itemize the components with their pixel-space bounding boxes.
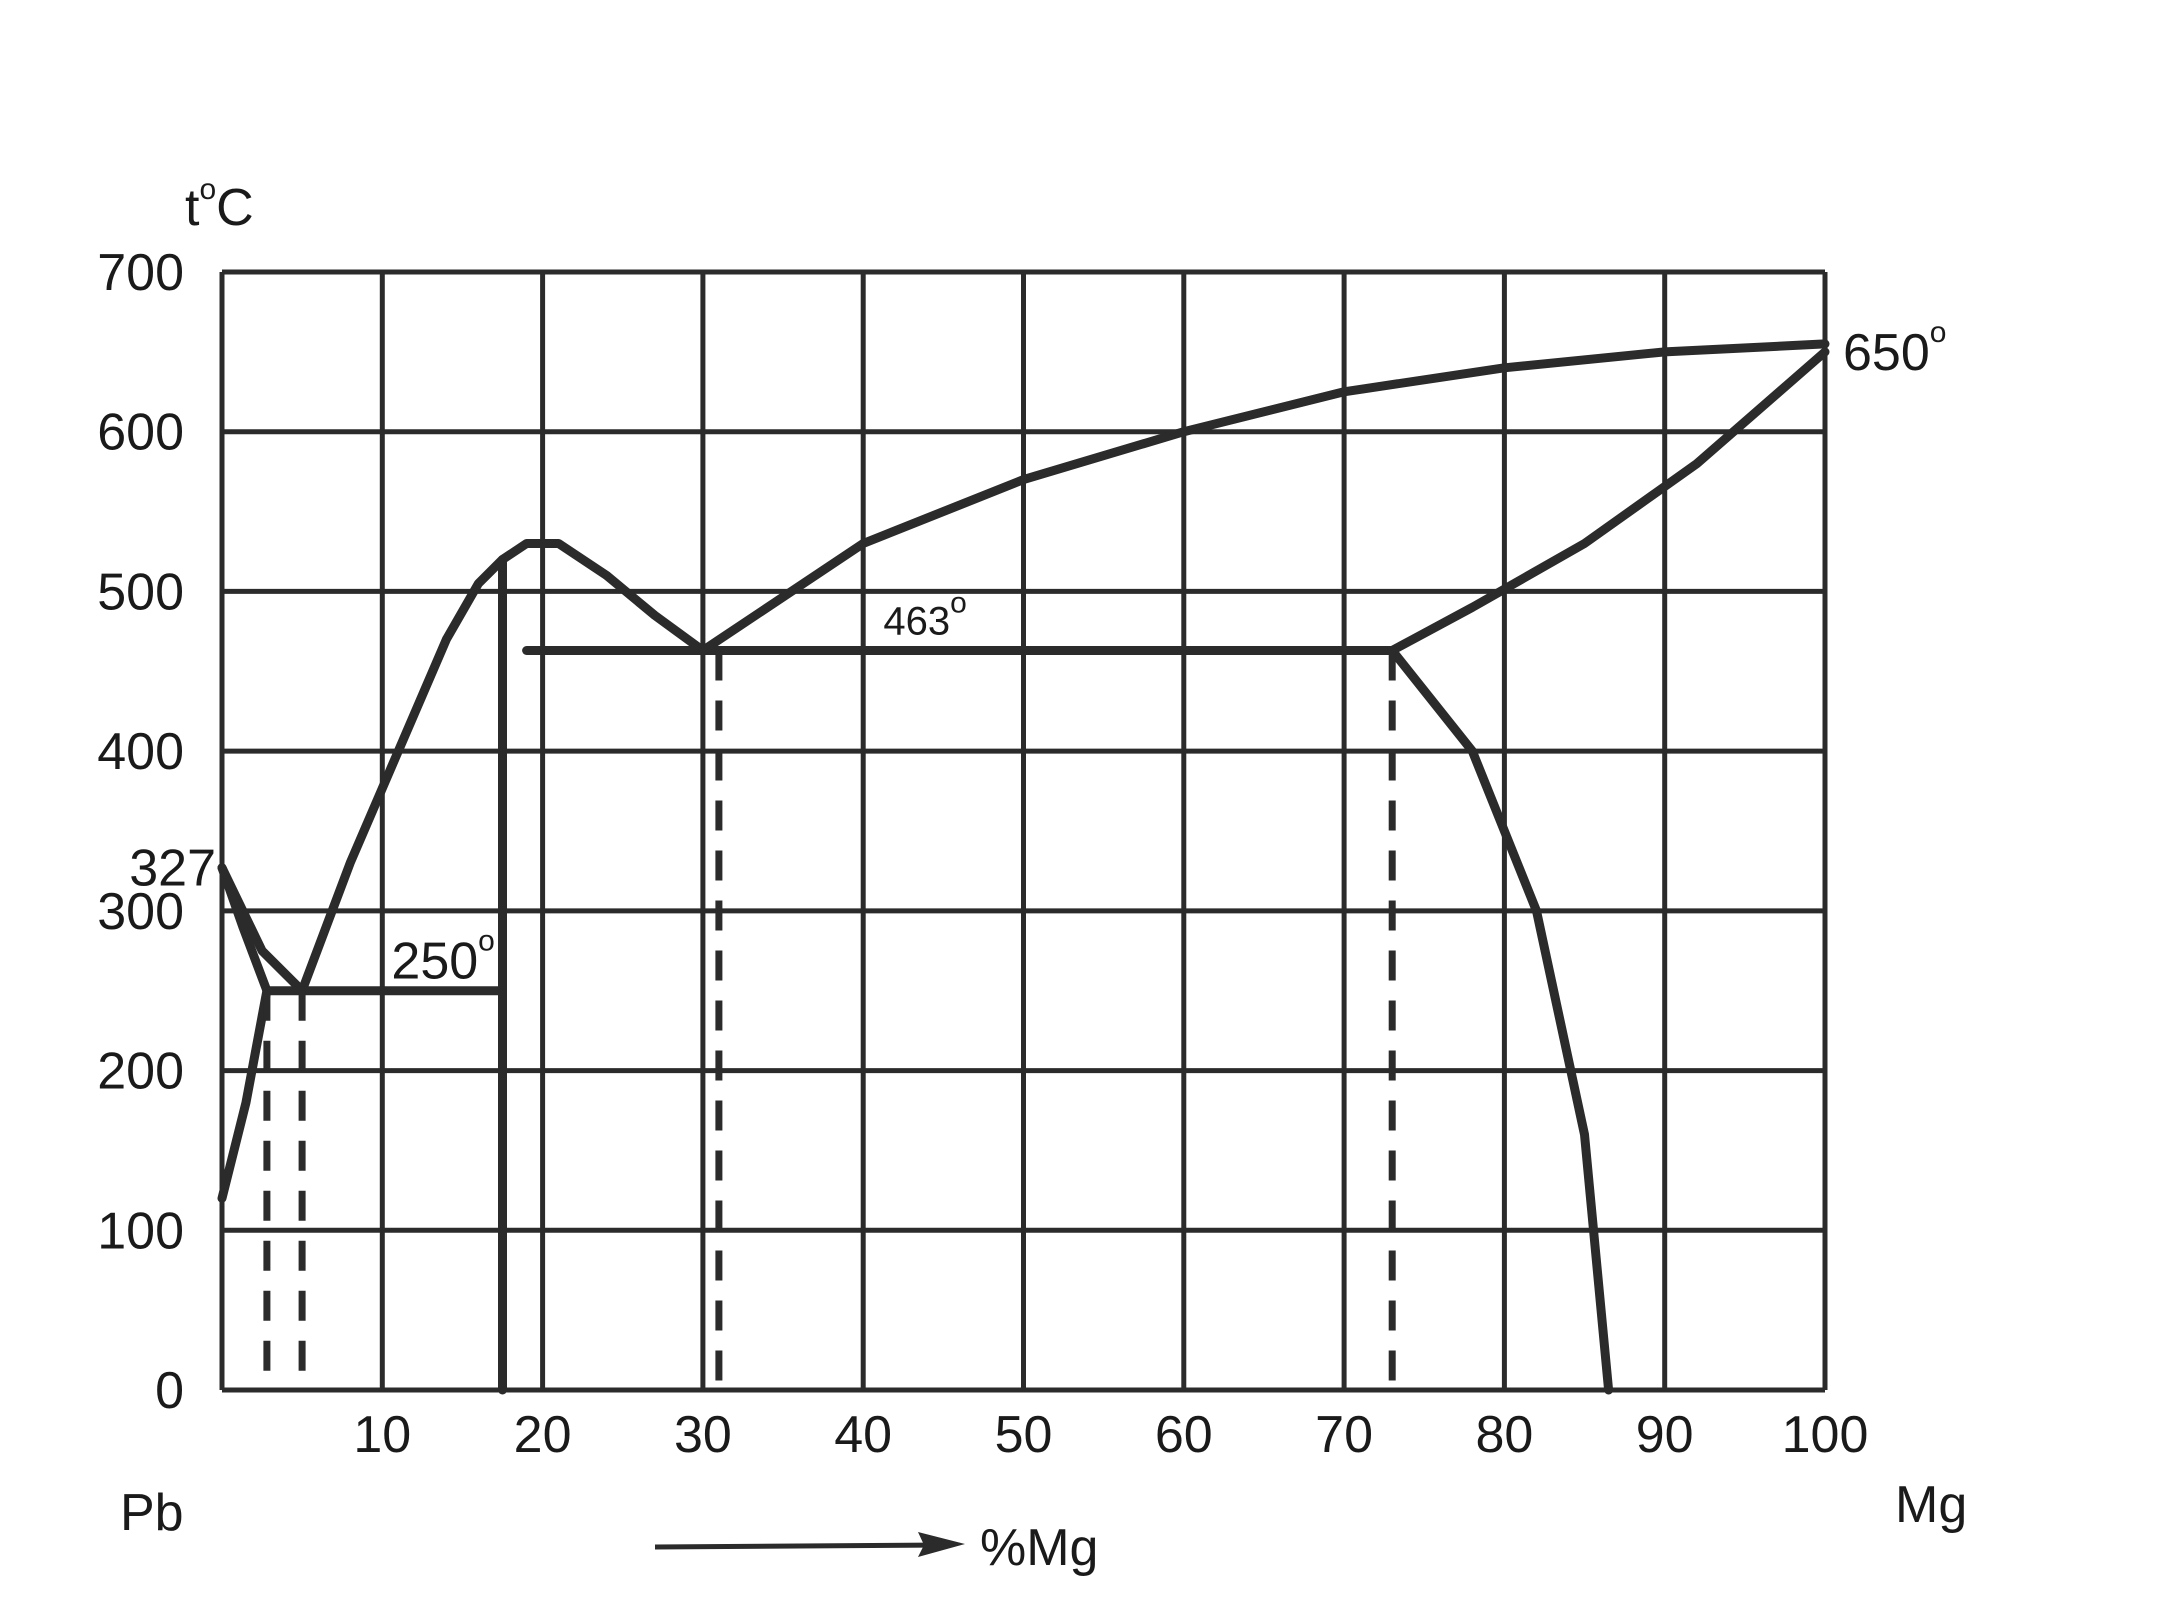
right-component-label: Mg [1895, 1476, 1967, 1534]
x-axis-title: %Mg [980, 1519, 1098, 1577]
y-axis-title: toC [185, 173, 254, 237]
phase-boundary-line [217, 986, 272, 1203]
left-component-label: Pb [120, 1484, 184, 1542]
annotation-label: 463o [883, 587, 966, 644]
y-tick-label: 100 [97, 1202, 184, 1260]
degree-mark: o [1930, 316, 1947, 349]
degree-mark: o [950, 587, 967, 620]
x-tick-label: 30 [674, 1406, 732, 1464]
phase-boundary-line [1387, 646, 1614, 1395]
y-axis-title-unit: C [216, 179, 254, 237]
x-tick-label: 50 [995, 1406, 1053, 1464]
composition-arrow-shaft [654, 1542, 946, 1550]
y-tick-label: 300 [97, 883, 184, 941]
phase-boundary-line [698, 339, 1830, 655]
x-tick-label: 10 [353, 1406, 411, 1464]
y-axis-title-t: t [185, 179, 200, 237]
tick-labels: 10 20 30 40 50 60 70 80 90 100 0 100 200 300 400 500 600… [97, 244, 1868, 1464]
x-tick-label: 90 [1636, 1406, 1694, 1464]
series-layer [217, 339, 1830, 1395]
x-tick-label: 100 [1782, 1406, 1869, 1464]
y-tick-label: 400 [97, 723, 184, 781]
y-tick-label: 0 [155, 1362, 184, 1420]
x-tick-label: 60 [1155, 1406, 1213, 1464]
composition-arrow-head [918, 1532, 965, 1557]
x-tick-label: 70 [1315, 1406, 1373, 1464]
y-tick-label: 200 [97, 1043, 184, 1101]
phase-boundary-line [1387, 347, 1830, 655]
x-tick-label: 20 [514, 1406, 572, 1464]
grid [219, 269, 1828, 1393]
annotation-label: 327 [129, 840, 216, 898]
annotation-label: 250o [391, 925, 494, 991]
degree-mark: o [478, 925, 495, 958]
x-tick-label: 80 [1475, 1406, 1533, 1464]
phase-boundary-line [217, 863, 272, 996]
y-tick-label: 500 [97, 563, 184, 621]
annotation-label: 650o [1843, 316, 1946, 382]
x-tick-label: 40 [834, 1406, 892, 1464]
y-tick-label: 700 [97, 244, 184, 302]
axis-labels: toC Pb Mg %Mg [120, 173, 1967, 1577]
y-tick-label: 600 [97, 404, 184, 462]
y-axis-title-degree: o [199, 173, 216, 206]
